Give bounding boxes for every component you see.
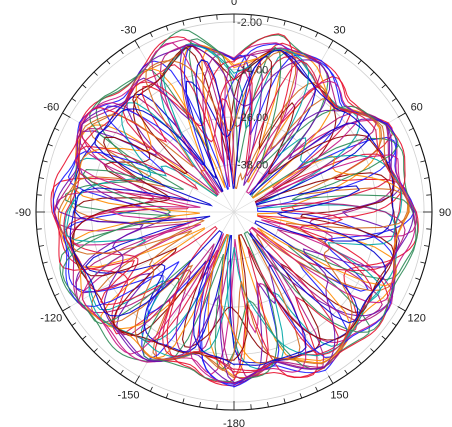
- angle-tick-label: -150: [117, 390, 139, 402]
- series-line-14: [52, 44, 397, 386]
- angle-tick: [62, 112, 71, 118]
- angle-tick: [182, 20, 185, 26]
- angle-tick: [47, 143, 53, 147]
- angle-tick: [299, 393, 303, 399]
- angle-tick: [149, 32, 153, 38]
- angle-tick: [82, 335, 87, 340]
- angle-tick: [315, 32, 319, 38]
- angle-tick-label: -60: [43, 102, 59, 114]
- angle-tick: [120, 369, 124, 375]
- angle-tick: [328, 375, 334, 384]
- angle-tick: [71, 322, 77, 326]
- angle-tick-label: -30: [121, 24, 137, 36]
- angle-tick: [283, 20, 286, 26]
- angle-tick: [420, 261, 426, 264]
- series-line-24: [69, 49, 386, 366]
- angle-tick: [165, 25, 169, 31]
- series-line-19: [62, 29, 417, 384]
- radial-tick-label: -26.00: [237, 112, 268, 124]
- angle-tick: [415, 143, 421, 147]
- angle-tick: [42, 160, 48, 163]
- angle-tick: [381, 84, 386, 89]
- angle-tick: [149, 386, 153, 392]
- axis-labels: 0 30 60 90 120 150 -180 -150 -120 -90 -60 -30 -2.00 -…: [15, 0, 451, 427]
- angle-tick-label: 30: [333, 24, 345, 36]
- radial-tick-label: -38.00: [237, 160, 268, 172]
- series-group: [50, 29, 419, 388]
- angle-tick: [299, 25, 303, 31]
- angle-tick: [328, 40, 334, 49]
- angle-tick: [397, 306, 406, 312]
- angle-tick: [82, 84, 87, 89]
- angle-tick: [38, 245, 45, 247]
- series-line-22: [57, 51, 410, 372]
- series-line-21: [55, 44, 415, 384]
- angle-tick: [134, 375, 140, 384]
- angle-tick: [283, 398, 286, 404]
- angle-tick: [120, 49, 124, 55]
- angle-tick: [391, 322, 397, 326]
- series-line-13: [52, 33, 406, 383]
- angle-tick-label: -180: [223, 418, 245, 427]
- series-line-12: [74, 49, 394, 364]
- angle-tick: [408, 293, 414, 297]
- angle-tick: [397, 112, 406, 118]
- angle-tick: [71, 98, 77, 102]
- angle-tick: [93, 348, 98, 353]
- angle-tick: [344, 49, 348, 55]
- angle-tick: [106, 359, 111, 364]
- angle-tick-label: -120: [40, 313, 62, 325]
- angle-tick: [106, 60, 111, 65]
- series-line-10: [69, 44, 409, 379]
- angle-tick: [357, 359, 362, 364]
- angle-tick-label: 60: [411, 102, 423, 114]
- angle-tick: [38, 177, 45, 179]
- angle-tick: [315, 386, 319, 392]
- series-line-23: [63, 60, 391, 374]
- angle-tick: [42, 261, 48, 264]
- angle-tick: [267, 16, 269, 23]
- angle-tick-label: 120: [408, 313, 426, 325]
- angle-tick: [54, 127, 60, 131]
- radial-tick-label: -14.00: [237, 64, 268, 76]
- angle-tick-label: -90: [15, 207, 31, 219]
- series-line-15: [53, 44, 406, 380]
- angle-tick: [423, 245, 430, 247]
- angle-tick: [423, 177, 430, 179]
- angle-tick: [267, 401, 269, 408]
- series-line-17: [64, 44, 403, 358]
- angle-tick: [344, 369, 348, 375]
- angle-tick: [415, 277, 421, 281]
- series-line-4: [59, 44, 397, 378]
- angle-tick: [93, 71, 98, 76]
- angle-tick-label: 150: [330, 390, 348, 402]
- series-line-5: [65, 42, 398, 369]
- angle-tick: [199, 16, 201, 23]
- angle-tick: [370, 71, 375, 76]
- angle-tick: [370, 348, 375, 353]
- angle-tick: [357, 60, 362, 65]
- angle-tick: [182, 398, 185, 404]
- angle-tick: [391, 98, 397, 102]
- angular-ticks: [36, 14, 432, 410]
- angle-tick-label: 0: [231, 0, 237, 8]
- angle-tick: [62, 306, 71, 312]
- angle-tick: [408, 127, 414, 131]
- angle-tick: [54, 293, 60, 297]
- angle-tick: [381, 335, 386, 340]
- angle-tick-label: 90: [439, 207, 451, 219]
- series-line-11: [65, 55, 402, 372]
- radial-tick-label: -2.00: [237, 17, 262, 29]
- angle-tick: [199, 401, 201, 408]
- angle-tick: [420, 160, 426, 163]
- angle-tick: [47, 277, 53, 281]
- series-line-20: [74, 42, 416, 385]
- angle-tick: [165, 393, 169, 399]
- spoke-gridline: [62, 112, 235, 213]
- angle-tick: [134, 40, 140, 49]
- spoke-gridline: [233, 112, 406, 213]
